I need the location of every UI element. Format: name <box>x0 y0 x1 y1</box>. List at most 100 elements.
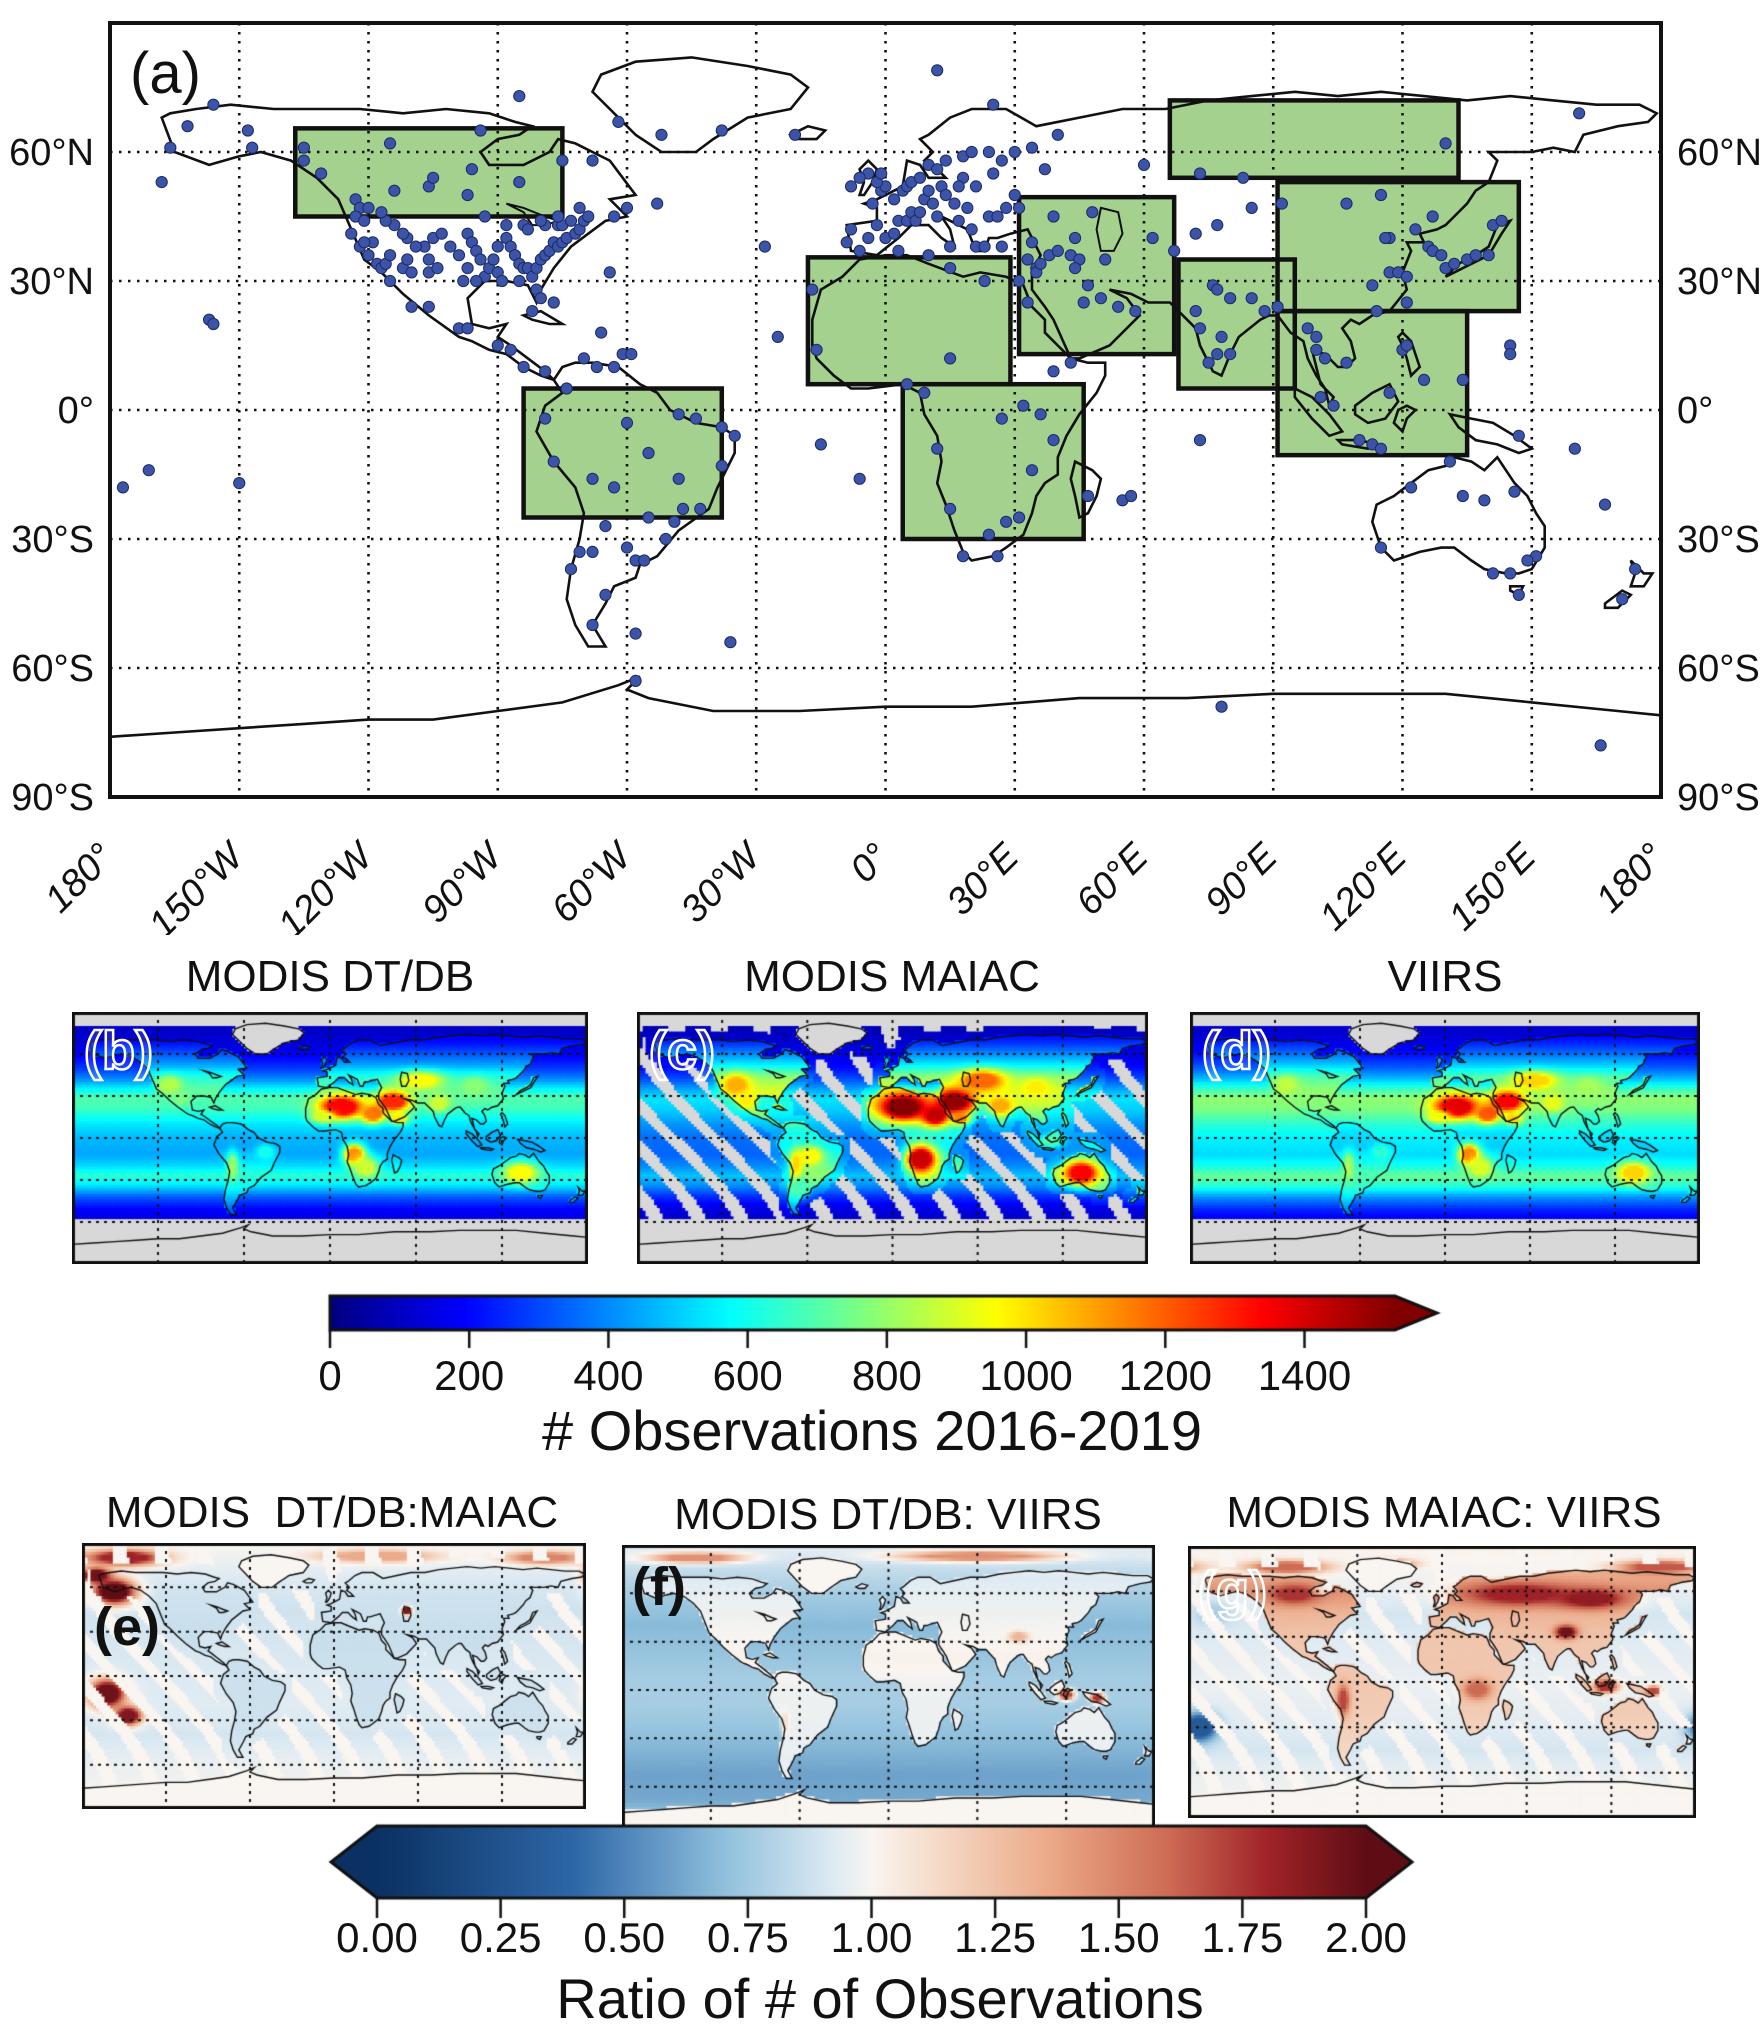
station-dot <box>1301 322 1314 335</box>
station-dot <box>1047 210 1060 223</box>
station-dot <box>517 360 530 374</box>
station-dot <box>655 128 668 141</box>
station-dot <box>1245 201 1258 214</box>
station-dot <box>939 188 952 202</box>
cb2-tick: 2.00 <box>1325 1914 1407 1961</box>
station-dot <box>586 545 599 559</box>
station-dot <box>1504 348 1517 361</box>
station-dot <box>573 201 586 214</box>
station-dot <box>991 210 1004 223</box>
station-map-panel: 60°N 60°N 30°N 30°N 0° 0° 30°S 30°S 60°S 60°S 90°S… <box>9 21 1762 935</box>
station-dot <box>1146 231 1159 245</box>
station-dot <box>1025 236 1039 249</box>
station-dot <box>625 348 638 361</box>
station-dot <box>1469 249 1482 262</box>
station-dot <box>422 300 435 313</box>
region-box-border <box>293 126 565 219</box>
station-dot <box>435 227 448 240</box>
panel-e-title: MODIS DT/DB:MAIAC <box>105 1488 559 1537</box>
station-dot <box>1409 223 1422 236</box>
station-dot <box>362 249 375 262</box>
station-dot <box>1211 283 1224 296</box>
station-dot <box>478 210 491 223</box>
station-dot <box>1034 257 1047 270</box>
station-dot <box>1112 300 1125 313</box>
lon-tick-label: 30°W <box>673 833 771 931</box>
station-dot <box>1202 356 1215 369</box>
station-dot <box>1353 434 1366 447</box>
region-box <box>1169 100 1459 178</box>
station-dot <box>1000 515 1013 528</box>
station-dot <box>461 262 474 275</box>
station-dot <box>1025 141 1039 154</box>
cb2-tick: 1.00 <box>830 1914 913 1961</box>
station-dot <box>246 141 259 154</box>
station-dot <box>806 283 819 296</box>
station-dot <box>586 618 599 632</box>
station-dot <box>1508 485 1521 498</box>
station-dot <box>982 145 996 159</box>
station-dot <box>1275 197 1288 210</box>
station-dot <box>651 197 664 210</box>
region-box <box>295 128 563 217</box>
station-dot <box>1310 343 1323 356</box>
station-dot <box>1327 399 1340 412</box>
station-dot <box>1193 434 1207 447</box>
station-dot <box>582 210 595 223</box>
station-dot <box>922 249 935 262</box>
station-dot <box>956 550 970 563</box>
coastline-antarctica <box>109 675 1662 739</box>
station-dot <box>564 214 578 227</box>
panel-c-label: (c) <box>648 1020 717 1083</box>
station-dot <box>444 240 457 253</box>
station-dot <box>771 330 784 343</box>
station-dot <box>586 472 599 485</box>
station-dot <box>689 412 703 425</box>
station-dot <box>814 438 827 451</box>
station-dot <box>1456 489 1469 503</box>
station-dot <box>995 154 1008 167</box>
station-dot <box>405 266 418 279</box>
cb2-tick: 0.50 <box>583 1914 666 1961</box>
station-dot <box>1099 253 1112 266</box>
station-dot <box>1374 541 1388 554</box>
station-dot <box>952 214 965 227</box>
station-dot <box>1038 163 1052 176</box>
station-dot <box>1012 274 1026 288</box>
station-dot <box>405 300 418 313</box>
station-dot <box>1374 442 1388 455</box>
station-dot <box>1051 128 1064 141</box>
coastline <box>1392 404 1418 434</box>
panel-g-title: MODIS MAIAC: VIIRS <box>1226 1488 1662 1537</box>
station-dot <box>913 171 927 184</box>
station-dot <box>672 408 685 421</box>
station-dot <box>487 253 500 266</box>
station-dot <box>1573 107 1586 120</box>
station-dot <box>590 360 603 374</box>
station-dot <box>1310 330 1323 343</box>
lon-tick-label: 30°E <box>939 835 1028 924</box>
station-dot <box>715 459 728 472</box>
lon-tick-label: 120°E <box>1312 835 1416 935</box>
station-dot <box>181 120 194 133</box>
station-dot <box>694 502 707 515</box>
station-dot <box>526 305 539 318</box>
station-dot <box>913 206 927 219</box>
station-dot <box>866 197 879 210</box>
lat-tick-label: 90°S <box>1677 777 1760 819</box>
station-dot <box>1211 348 1224 361</box>
station-dot <box>1426 210 1439 223</box>
station-dot <box>1598 498 1612 511</box>
station-dot <box>1245 292 1258 305</box>
cb1-tick: 200 <box>434 1352 505 1399</box>
station-dot <box>672 472 685 485</box>
panel-b-label: (b) <box>83 1020 154 1083</box>
lon-tick-label: 90°W <box>414 833 512 931</box>
lat-tick-label: 60°N <box>9 132 94 174</box>
observations-colorbar <box>300 1288 1460 1354</box>
station-dot <box>396 227 410 240</box>
station-dot <box>1189 227 1202 240</box>
station-dot <box>560 382 573 395</box>
station-dot <box>870 219 883 232</box>
station-dot <box>961 201 974 214</box>
